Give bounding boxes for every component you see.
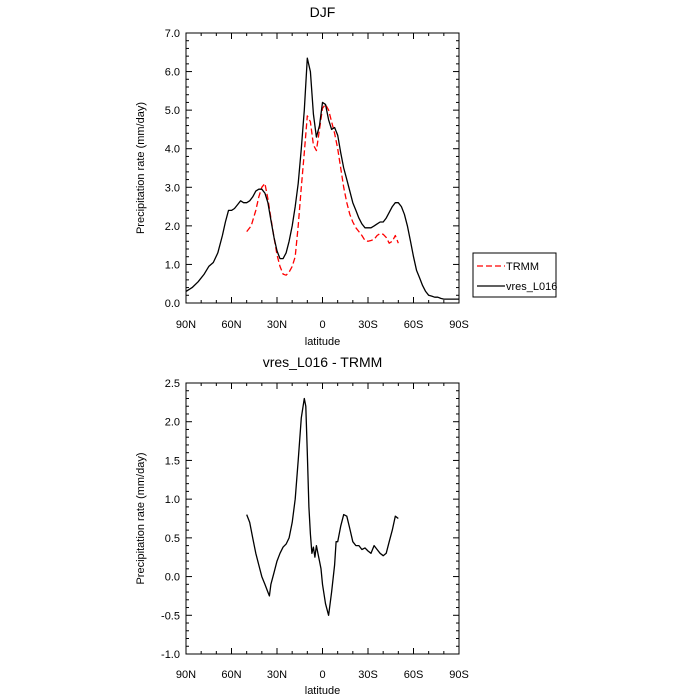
chart-panel-2: vres_L016 - TRMM 90N 60N 30N 0 30S 60S 90S -1.0 -… xyxy=(135,354,469,697)
y-tick-label: 6.0 xyxy=(165,67,180,79)
x-tick-label: 60N xyxy=(221,669,241,681)
x-tick-label: 60S xyxy=(404,319,424,331)
y-tick-label: 0.0 xyxy=(165,298,180,310)
y-axis-title: Precipitation rate (mm/day) xyxy=(135,452,147,584)
x-tick-label: 90S xyxy=(449,319,469,331)
legend-label: TRMM xyxy=(506,261,539,273)
plot-frame xyxy=(185,32,460,304)
series-line-vres-l016-trmm xyxy=(246,397,399,616)
y-tick-label: 2.0 xyxy=(165,417,180,429)
chart-title: DJF xyxy=(310,4,336,20)
y-tick-label: 1.0 xyxy=(165,494,180,506)
x-tick-label: 60S xyxy=(404,669,424,681)
chart-panel-1: DJF 90N 60N 30N 0 30S 60S 90S 0.0 1.0 2.0 3.0 4.0 5.0… xyxy=(135,4,557,348)
y-axis-title: Precipitation rate (mm/day) xyxy=(135,102,147,234)
x-tick-label: 90N xyxy=(176,319,196,331)
y-tick-label: 1.5 xyxy=(165,455,180,467)
y-tick-label: -0.5 xyxy=(161,610,180,622)
x-tick-label: 90S xyxy=(449,669,469,681)
y-tick-label: 2.5 xyxy=(165,378,180,390)
chart-title: vres_L016 - TRMM xyxy=(263,354,383,370)
x-tick-label: 30N xyxy=(267,319,287,331)
plot-frame xyxy=(185,382,460,655)
x-axis-title: latitude xyxy=(305,336,340,348)
legend-label: vres_L016 xyxy=(506,281,557,293)
y-tick-label: 0.5 xyxy=(165,533,180,545)
x-axis-title: latitude xyxy=(305,685,340,697)
y-tick-label: 5.0 xyxy=(165,105,180,117)
y-tick-label: 7.0 xyxy=(165,28,180,40)
y-tick-label: 0.0 xyxy=(165,572,180,584)
x-tick-label: 30S xyxy=(358,319,378,331)
x-tick-label: 0 xyxy=(319,669,325,681)
legend-box xyxy=(472,252,557,298)
y-tick-label: 1.0 xyxy=(165,259,180,271)
y-tick-label: 2.0 xyxy=(165,221,180,233)
series-line-vres-l016 xyxy=(186,57,459,300)
x-tick-label: 60N xyxy=(221,319,241,331)
y-tick-label: 3.0 xyxy=(165,182,180,194)
series-line-trmm xyxy=(246,103,399,276)
y-tick-label: -1.0 xyxy=(161,649,180,661)
x-tick-label: 30S xyxy=(358,669,378,681)
legend: TRMM vres_L016 xyxy=(472,252,557,298)
x-tick-label: 90N xyxy=(176,669,196,681)
x-tick-label: 30N xyxy=(267,669,287,681)
y-tick-label: 4.0 xyxy=(165,144,180,156)
x-tick-label: 0 xyxy=(319,319,325,331)
